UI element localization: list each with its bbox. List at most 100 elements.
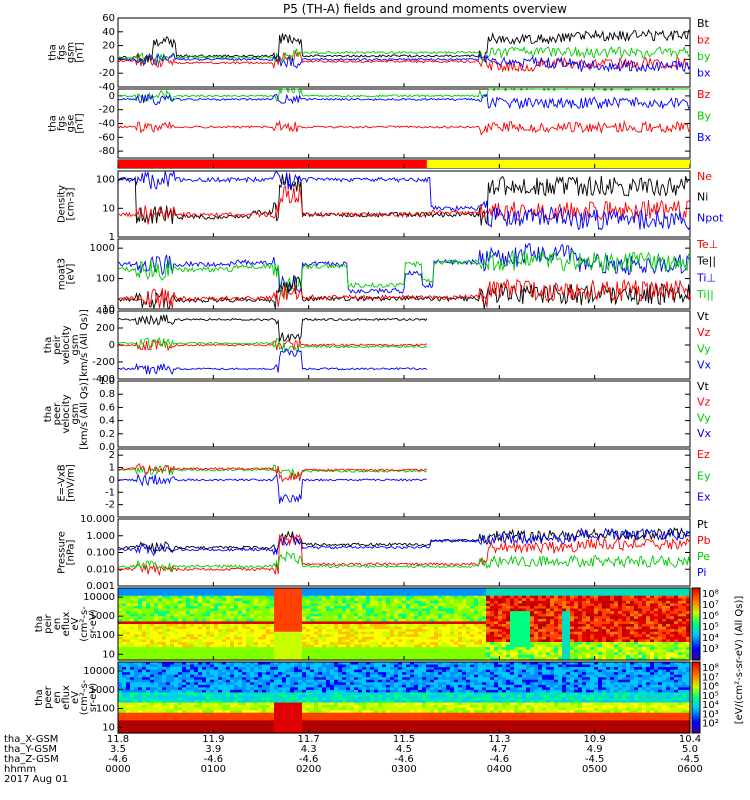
heatmap-cell <box>198 608 203 612</box>
heatmap-cell <box>182 682 187 686</box>
heatmap-cell <box>454 654 459 659</box>
heatmap-cell <box>162 639 167 643</box>
heatmap-cell <box>446 642 451 646</box>
heatmap-cell <box>558 588 563 592</box>
heatmap-cell <box>182 715 187 719</box>
heatmap-cell <box>550 595 555 599</box>
heatmap-cell <box>158 654 163 659</box>
heatmap-cell <box>346 657 351 661</box>
heatmap-cell <box>218 720 223 724</box>
heatmap-cell <box>470 621 475 625</box>
heatmap-cell <box>382 636 387 641</box>
heatmap-cell <box>358 611 363 615</box>
heatmap-cell <box>214 636 219 641</box>
heatmap-cell <box>122 654 127 659</box>
heatmap-cell <box>222 664 227 668</box>
heatmap-cell <box>150 689 155 694</box>
heatmap-cell <box>202 672 207 676</box>
heatmap-cell <box>310 588 315 592</box>
heatmap-cell <box>626 603 631 607</box>
heatmap-cell <box>246 616 251 620</box>
heatmap-cell <box>170 684 175 688</box>
heatmap-cell <box>226 600 231 605</box>
heatmap-cell <box>450 634 455 638</box>
heatmap-cell <box>418 639 423 643</box>
heatmap-cell <box>642 631 647 635</box>
heatmap-cell <box>418 636 423 641</box>
heatmap-cell <box>414 608 419 612</box>
heatmap-cell <box>134 674 139 678</box>
heatmap-cell <box>234 603 239 607</box>
heatmap-cell <box>326 649 331 653</box>
heatmap-cell <box>194 642 199 646</box>
heatmap-cell <box>430 629 435 633</box>
heatmap-cell <box>366 649 371 653</box>
heatmap-cell <box>486 616 491 620</box>
heatmap-cell <box>414 600 419 605</box>
heatmap-cell <box>122 629 127 633</box>
heatmap-cell <box>194 702 199 706</box>
y-tick-label: -2 <box>105 500 115 511</box>
heatmap-cell <box>538 606 543 610</box>
heatmap-cell <box>446 626 451 630</box>
heatmap-cell <box>126 679 131 683</box>
heatmap-cell <box>462 611 467 615</box>
heatmap-cell <box>318 626 323 630</box>
heatmap-cell <box>214 624 219 628</box>
heatmap-cell <box>146 595 151 599</box>
legend-entry: Vy <box>697 342 711 355</box>
heatmap-cell <box>350 608 355 612</box>
heatmap-cell <box>450 595 455 599</box>
heatmap-cell <box>522 621 527 625</box>
heatmap-cell <box>162 634 167 638</box>
heatmap-cell <box>162 710 167 714</box>
heatmap-cell <box>118 720 123 724</box>
heatmap-cell <box>546 613 551 617</box>
heatmap-cell <box>166 662 171 666</box>
heatmap-cell <box>498 590 503 594</box>
heatmap-cell <box>402 639 407 643</box>
heatmap-cell <box>262 642 267 646</box>
heatmap-cell <box>326 647 331 651</box>
heatmap-cell <box>506 618 511 623</box>
heatmap-cell <box>558 606 563 610</box>
heatmap-cell <box>574 629 579 633</box>
heatmap-cell <box>126 710 131 714</box>
heatmap-cell <box>322 598 327 602</box>
heatmap-cell <box>394 621 399 625</box>
heatmap-cell <box>166 624 171 628</box>
heatmap-cell <box>598 644 603 648</box>
heatmap-cell <box>194 697 199 701</box>
heatmap-cell <box>586 636 591 641</box>
heatmap-cell <box>358 588 363 592</box>
heatmap-cell <box>570 657 575 661</box>
heatmap-cell <box>150 717 155 721</box>
heatmap-cell <box>546 590 551 594</box>
heatmap-cell <box>474 629 479 633</box>
heatmap-cell <box>158 639 163 643</box>
heatmap-cell <box>178 692 183 696</box>
series-Pb-line <box>117 533 691 577</box>
heatmap-cell <box>198 624 203 628</box>
heatmap-cell <box>202 613 207 617</box>
heatmap-cell <box>634 626 639 630</box>
heatmap-cell <box>570 636 575 641</box>
heatmap-cell <box>282 647 287 651</box>
heatmap-cell <box>166 598 171 602</box>
heatmap-cell <box>610 649 615 653</box>
heatmap-cell <box>366 644 371 648</box>
heatmap-cell <box>554 639 559 643</box>
heatmap-cell <box>674 588 679 592</box>
heatmap-cell <box>262 639 267 643</box>
heatmap-cell <box>138 657 143 661</box>
heatmap-cell <box>578 652 583 656</box>
heatmap-cell <box>334 639 339 643</box>
heatmap-cell <box>654 657 659 661</box>
heatmap-cell <box>270 626 275 630</box>
heatmap-cell <box>170 631 175 635</box>
heatmap-cell <box>182 593 187 597</box>
heatmap-cell <box>410 642 415 646</box>
heatmap-cell <box>242 634 247 638</box>
heatmap-cell <box>654 629 659 633</box>
